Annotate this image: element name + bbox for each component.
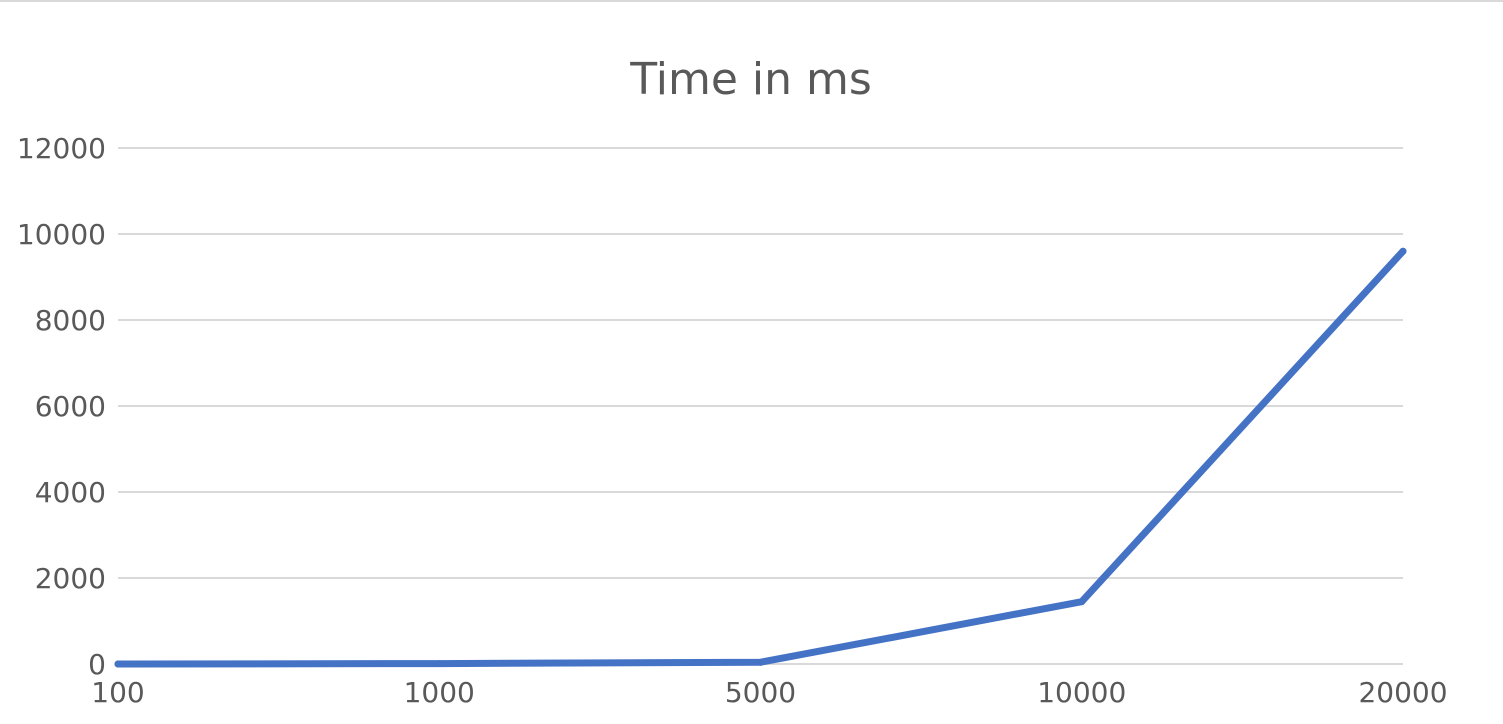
y-tick-label: 0 [88,648,106,681]
data-point [114,660,122,668]
x-tick-label: 20000 [1358,676,1447,709]
data-point [757,658,764,666]
x-axis-tick-labels: 100 1000 5000 10000 20000 [91,676,1447,709]
x-tick-label: 10000 [1037,676,1126,709]
y-tick-label: 12000 [17,132,106,165]
y-tick-label: 4000 [35,476,106,509]
y-tick-label: 10000 [17,218,106,251]
y-tick-label: 6000 [35,390,106,423]
data-point [1399,247,1407,255]
y-tick-label: 8000 [35,304,106,337]
x-tick-label: 100 [91,676,144,709]
y-axis-tick-labels: 0 2000 4000 6000 8000 10000 12000 [17,132,106,681]
x-tick-label: 5000 [725,676,796,709]
x-tick-label: 1000 [404,676,475,709]
data-point [435,660,443,668]
series-layer [114,247,1407,668]
gridlines [118,147,1403,665]
chart-title: Time in ms [629,54,872,105]
y-tick-label: 2000 [35,562,106,595]
series-line [114,247,1407,668]
data-point [1078,598,1086,606]
